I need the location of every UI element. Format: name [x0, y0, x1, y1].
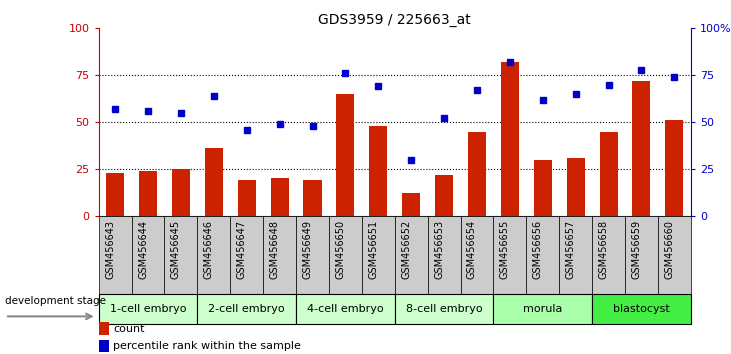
Bar — [567, 158, 585, 216]
Bar — [270, 178, 289, 216]
Bar — [428, 216, 461, 294]
Bar — [132, 216, 164, 294]
Title: GDS3959 / 225663_at: GDS3959 / 225663_at — [319, 13, 471, 27]
Bar — [99, 294, 197, 324]
Bar — [592, 294, 691, 324]
Text: GSM456658: GSM456658 — [599, 220, 608, 279]
Bar — [362, 216, 395, 294]
Bar — [369, 126, 387, 216]
Text: GSM456656: GSM456656 — [533, 220, 542, 279]
Text: GSM456660: GSM456660 — [664, 220, 674, 279]
Bar — [197, 294, 296, 324]
Text: GSM456650: GSM456650 — [336, 220, 345, 279]
Bar — [303, 180, 322, 216]
Bar — [395, 216, 428, 294]
Bar — [632, 81, 651, 216]
Text: GSM456649: GSM456649 — [303, 220, 312, 279]
Bar — [139, 171, 157, 216]
Bar — [468, 131, 486, 216]
Bar — [296, 294, 395, 324]
Text: GSM456645: GSM456645 — [171, 220, 181, 279]
Bar — [534, 160, 552, 216]
Bar — [336, 94, 355, 216]
Bar — [501, 62, 519, 216]
Text: 4-cell embryo: 4-cell embryo — [307, 304, 384, 314]
Text: GSM456657: GSM456657 — [566, 220, 575, 279]
Text: development stage: development stage — [5, 296, 106, 306]
Text: GSM456648: GSM456648 — [270, 220, 279, 279]
Bar — [263, 216, 296, 294]
Bar — [493, 216, 526, 294]
Bar — [164, 216, 197, 294]
Bar — [230, 216, 263, 294]
Text: GSM456652: GSM456652 — [401, 220, 411, 279]
Text: 8-cell embryo: 8-cell embryo — [406, 304, 482, 314]
Text: 1-cell embryo: 1-cell embryo — [110, 304, 186, 314]
Bar — [238, 180, 256, 216]
Bar — [658, 216, 691, 294]
Text: blastocyst: blastocyst — [613, 304, 670, 314]
Bar — [197, 216, 230, 294]
Bar — [493, 294, 592, 324]
Bar — [99, 322, 110, 335]
Text: count: count — [113, 324, 145, 333]
Text: 2-cell embryo: 2-cell embryo — [208, 304, 285, 314]
Bar — [296, 216, 329, 294]
Bar — [395, 294, 493, 324]
Text: GSM456644: GSM456644 — [138, 220, 148, 279]
Bar — [665, 120, 683, 216]
Text: GSM456654: GSM456654 — [467, 220, 477, 279]
Bar — [205, 148, 223, 216]
Bar — [106, 173, 124, 216]
Text: GSM456659: GSM456659 — [632, 220, 641, 279]
Bar — [526, 216, 559, 294]
Bar — [172, 169, 190, 216]
Bar — [559, 216, 592, 294]
Text: GSM456651: GSM456651 — [368, 220, 379, 279]
Text: GSM456655: GSM456655 — [500, 220, 510, 279]
Text: morula: morula — [523, 304, 562, 314]
Text: GSM456643: GSM456643 — [105, 220, 115, 279]
Bar — [329, 216, 362, 294]
Bar — [625, 216, 658, 294]
Bar — [99, 340, 110, 352]
Bar — [599, 131, 618, 216]
Text: GSM456646: GSM456646 — [204, 220, 213, 279]
Bar — [592, 216, 625, 294]
Text: GSM456653: GSM456653 — [434, 220, 444, 279]
Bar — [461, 216, 493, 294]
Bar — [99, 216, 132, 294]
Text: percentile rank within the sample: percentile rank within the sample — [113, 341, 301, 351]
Bar — [402, 193, 420, 216]
Bar — [435, 175, 453, 216]
Text: GSM456647: GSM456647 — [237, 220, 246, 279]
